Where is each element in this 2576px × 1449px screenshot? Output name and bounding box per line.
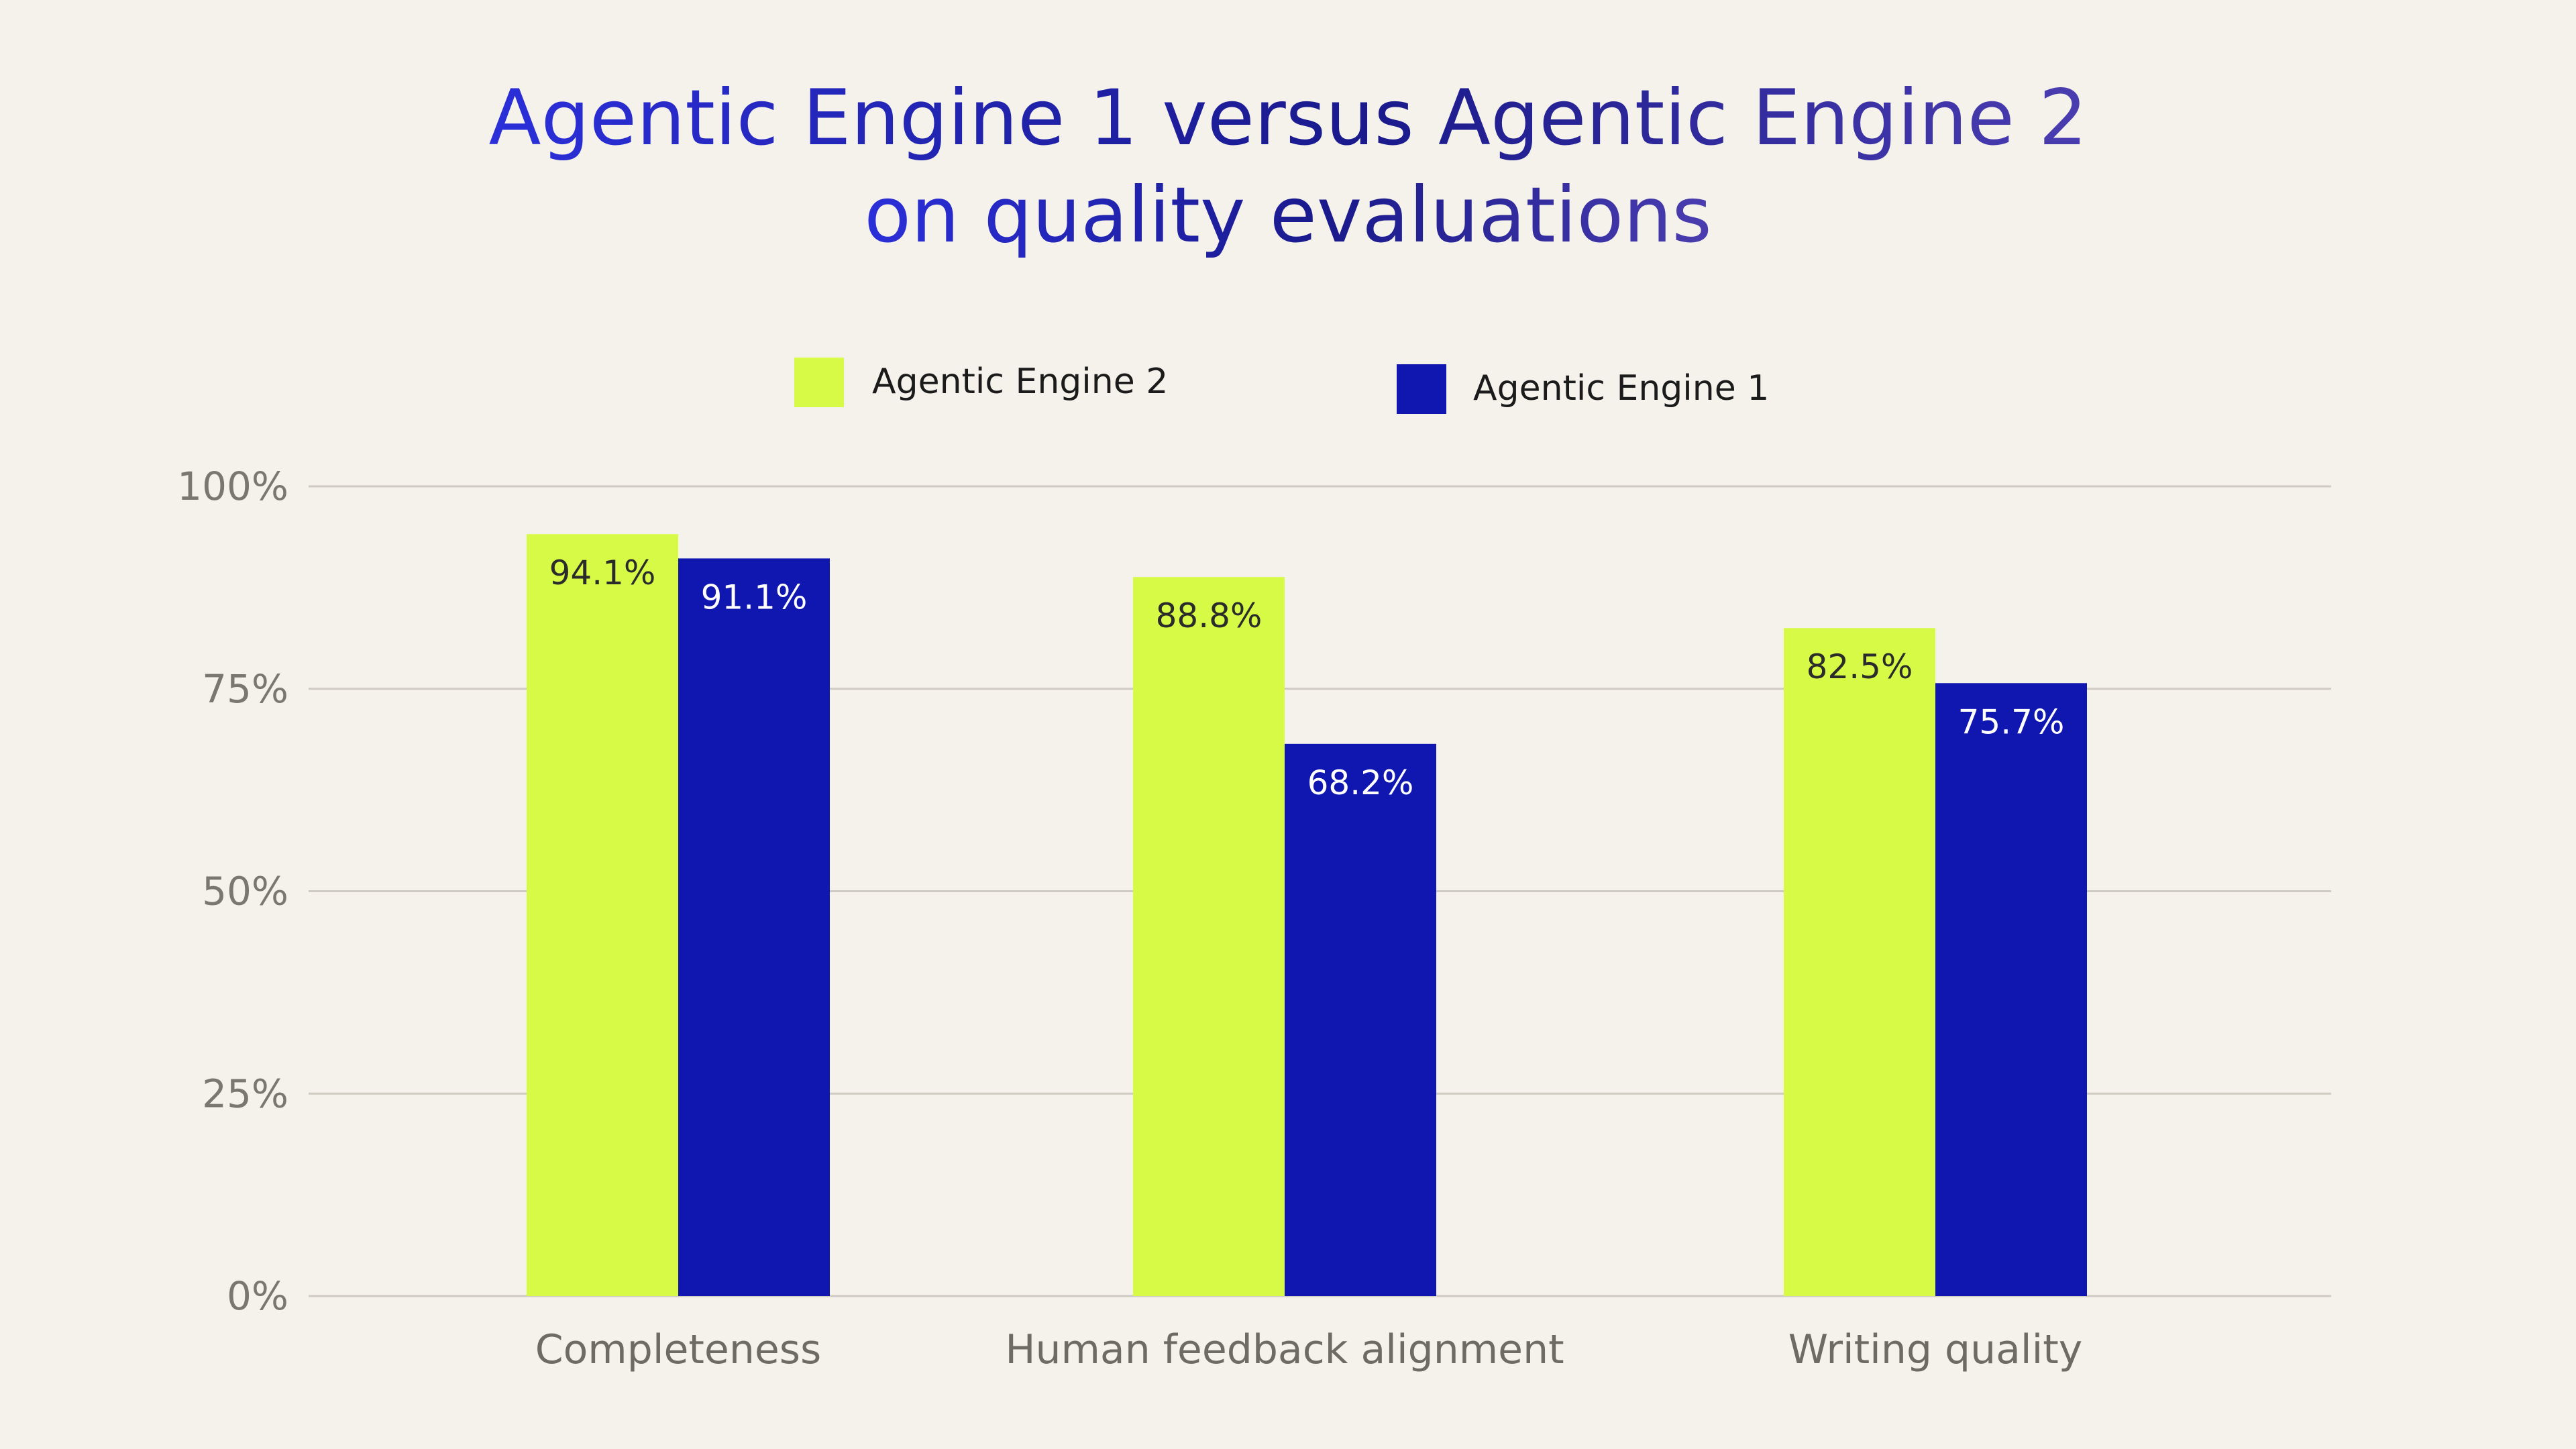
legend-swatch-agentic-engine-1: [1397, 364, 1446, 414]
data-label-agentic-engine-1-human-feedback-alignment: 68.2%: [1307, 763, 1414, 802]
legend-swatch-agentic-engine-2: [794, 358, 844, 407]
x-axis-categories: Completeness Human feedback alignment Writ…: [535, 1326, 2083, 1373]
category-label-writing-quality: Writing quality: [1788, 1326, 2083, 1373]
legend-label-agentic-engine-2: Agentic Engine 2: [872, 362, 1168, 402]
data-label-agentic-engine-1-completeness: 91.1%: [701, 578, 808, 616]
category-label-human-feedback-alignment: Human feedback alignment: [1005, 1326, 1564, 1373]
y-axis-ticks: 0% 25% 50% 75% 100%: [177, 464, 288, 1319]
y-tick-label-100: 100%: [177, 464, 288, 509]
data-label-agentic-engine-1-writing-quality: 75.7%: [1958, 702, 2065, 741]
y-tick-label-0: 0%: [227, 1273, 288, 1319]
legend-label-agentic-engine-1: Agentic Engine 1: [1473, 368, 1769, 409]
chart-title: Agentic Engine 1 versus Agentic Engine 2…: [489, 73, 2088, 260]
data-label-agentic-engine-2-human-feedback-alignment: 88.8%: [1156, 596, 1263, 635]
category-label-completeness: Completeness: [535, 1326, 822, 1373]
data-label-agentic-engine-2-writing-quality: 82.5%: [1807, 647, 1913, 686]
bar-agentic-engine-1-completeness: [678, 558, 830, 1296]
chart-title-line-2: on quality evaluations: [864, 170, 1711, 260]
data-labels: 94.1% 91.1% 88.8% 68.2% 82.5% 75.7%: [549, 553, 2065, 802]
y-tick-label-50: 50%: [202, 869, 288, 914]
bar-agentic-engine-2-human-feedback-alignment: [1133, 577, 1285, 1296]
bar-agentic-engine-2-completeness: [527, 534, 678, 1296]
chart-title-line-1: Agentic Engine 1 versus Agentic Engine 2: [489, 73, 2088, 162]
bar-agentic-engine-1-human-feedback-alignment: [1285, 743, 1436, 1296]
y-tick-label-25: 25%: [202, 1071, 288, 1116]
bars: [527, 534, 2087, 1296]
bar-agentic-engine-1-writing-quality: [1935, 683, 2087, 1296]
data-label-agentic-engine-2-completeness: 94.1%: [549, 553, 656, 592]
y-tick-label-75: 75%: [202, 666, 288, 712]
bar-agentic-engine-2-writing-quality: [1784, 628, 1935, 1296]
legend: Agentic Engine 2 Agentic Engine 1: [794, 358, 1769, 414]
